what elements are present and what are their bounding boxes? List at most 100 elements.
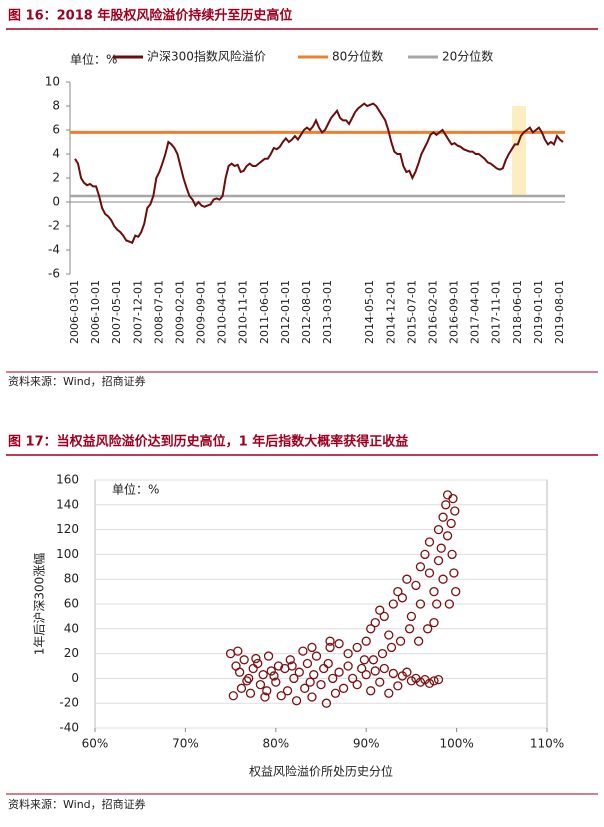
- point: [433, 524, 444, 535]
- point: [262, 686, 272, 696]
- point: [291, 696, 302, 706]
- point: [294, 667, 304, 677]
- point: [368, 655, 379, 665]
- point: [260, 692, 270, 702]
- point: [269, 671, 279, 681]
- legend-label: 沪深300指数风险溢价: [147, 49, 266, 64]
- x-axis-title: 权益风险溢价所处历史分位: [249, 764, 393, 779]
- point: [307, 692, 317, 702]
- point: [239, 655, 249, 665]
- point: [236, 683, 247, 693]
- point: [366, 686, 376, 696]
- point: [311, 651, 322, 661]
- point: [328, 673, 338, 684]
- point: [263, 651, 274, 661]
- point: [366, 624, 376, 634]
- y-tick-label: 120: [56, 522, 79, 536]
- figure-title: 图 16：2018 年股权风险溢价持续升至历史高位: [8, 8, 292, 24]
- y-tick-label: 160: [56, 473, 79, 487]
- point: [444, 599, 455, 609]
- point: [429, 676, 439, 686]
- point: [388, 599, 398, 609]
- point: [451, 586, 461, 597]
- point: [429, 617, 439, 628]
- x-tick-label: 2019-01-01: [532, 280, 545, 344]
- point: [228, 691, 238, 701]
- x-tick-label: 2014-05-01: [363, 280, 376, 344]
- point: [316, 679, 326, 690]
- y-tick-label: 40: [64, 621, 79, 635]
- legend-label: 20分位数: [442, 49, 493, 64]
- point: [449, 568, 459, 578]
- point: [287, 661, 297, 671]
- point: [352, 679, 362, 690]
- x-tick-label: 2012-01-01: [279, 280, 292, 344]
- point: [397, 593, 408, 603]
- x-tick-label: 2008-07-01: [152, 280, 165, 344]
- x-tick-label: 2009-09-01: [195, 280, 208, 344]
- point: [338, 683, 349, 693]
- x-tick-label: 2017-04-01: [469, 280, 482, 344]
- point: [352, 642, 362, 653]
- point: [343, 661, 353, 671]
- point: [375, 605, 385, 615]
- point: [302, 658, 313, 669]
- y-tick-label: -40: [59, 721, 79, 735]
- point: [347, 673, 358, 684]
- point: [406, 676, 417, 686]
- point: [271, 677, 281, 687]
- point: [377, 648, 388, 659]
- point: [436, 543, 446, 553]
- y-tick-label: 0: [71, 671, 79, 685]
- point: [384, 688, 394, 698]
- series-line: [74, 102, 564, 245]
- point: [441, 500, 451, 510]
- point: [393, 586, 403, 597]
- point: [359, 655, 370, 665]
- point: [251, 653, 261, 664]
- point: [404, 624, 415, 634]
- point: [319, 663, 329, 674]
- point: [424, 537, 435, 547]
- point: [285, 655, 295, 665]
- point: [415, 562, 426, 572]
- x-tick-label: 60%: [82, 737, 109, 751]
- point: [411, 580, 421, 591]
- point: [361, 670, 371, 680]
- point: [325, 636, 335, 646]
- point: [438, 512, 448, 522]
- point: [450, 506, 460, 516]
- x-tick-label: 2016-09-01: [448, 280, 461, 344]
- point: [424, 568, 435, 578]
- point: [321, 698, 332, 708]
- point: [282, 686, 293, 696]
- point: [413, 636, 424, 646]
- x-tick-label: 100%: [439, 737, 473, 751]
- point: [429, 586, 439, 597]
- point: [370, 666, 380, 676]
- point: [244, 673, 254, 684]
- figure-title: 图 17：当权益风险溢价达到历史高位，1 年后指数大概率获得正收益: [8, 434, 408, 450]
- point: [384, 630, 394, 640]
- y-tick-label: 6: [52, 123, 60, 137]
- x-tick-label: 2006-03-01: [68, 280, 81, 344]
- x-tick-label: 2010-04-01: [216, 280, 229, 344]
- point: [433, 674, 444, 685]
- source: 资料来源：Wind，招商证券: [8, 797, 146, 811]
- point: [289, 673, 299, 684]
- unit-note: 单位：%: [112, 482, 159, 497]
- x-tick-label: 2007-12-01: [131, 280, 144, 344]
- x-tick-label: 2012-08-01: [300, 280, 313, 344]
- y-tick-label: 0: [52, 195, 60, 209]
- x-tick-label: 2009-02-01: [173, 280, 186, 344]
- point: [375, 677, 385, 687]
- x-tick-label: 2010-11-01: [237, 280, 250, 344]
- point: [334, 639, 344, 649]
- point: [266, 666, 276, 676]
- point: [423, 624, 433, 634]
- legend-label: 80分位数: [332, 49, 383, 64]
- point: [234, 667, 245, 677]
- y-tick-label: -6: [48, 267, 60, 281]
- x-tick-label: 2016-02-01: [426, 280, 439, 344]
